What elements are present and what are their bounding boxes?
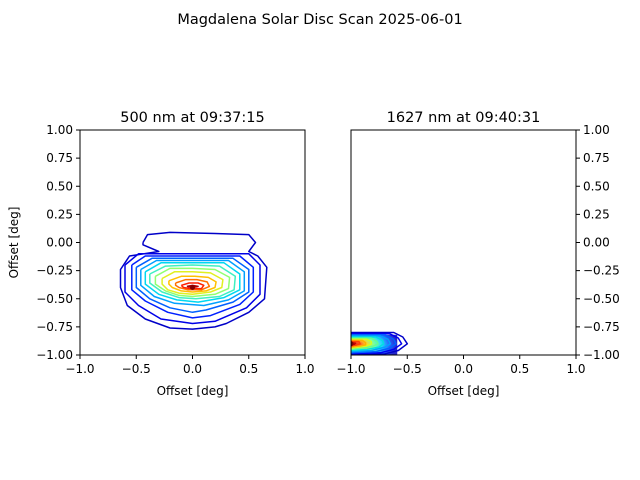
y-tick-label: −1.00: [36, 348, 73, 362]
y-axis-label: Offset [deg]: [7, 207, 21, 279]
contour-line-level-4: [135, 257, 250, 314]
y-tick-label: 0.75: [583, 151, 610, 165]
y-tick-label: 1.00: [583, 123, 610, 137]
contour-line-level-4: [351, 335, 392, 353]
peak-marker: [351, 341, 354, 347]
contour-line-level-9: [161, 271, 224, 296]
x-tick-label: 1.0: [566, 362, 585, 376]
x-tick-label: 0.0: [454, 362, 473, 376]
panel-500nm: −1.0 −0.5 0.0 0.5 1.0 −1.00 −0.75 −0.50 −0.25 0.0…: [7, 110, 315, 398]
contour-line-level-1: [351, 331, 409, 355]
y-tick-label: 0.00: [583, 236, 610, 250]
x-tick-label: −0.5: [393, 362, 422, 376]
contour-line-level-7: [149, 264, 237, 300]
y-tick-label: 1.00: [46, 123, 73, 137]
y-tick-label: 0.25: [583, 207, 610, 221]
y-tick-label: 0.00: [46, 236, 73, 250]
contour-line-level-3: [131, 255, 255, 319]
plot-area: [119, 231, 268, 330]
panel-title: 500 nm at 09:37:15: [120, 110, 265, 126]
y-tick-label: 0.50: [583, 179, 610, 193]
x-tick-label: 0.5: [239, 362, 258, 376]
x-axis-label: Offset [deg]: [157, 384, 229, 398]
contour-line-level-8: [154, 267, 231, 298]
contour-line-level-8: [351, 339, 367, 348]
y-tick-label: 0.25: [46, 207, 73, 221]
x-tick-label: 0.0: [183, 362, 202, 376]
plot-frame: [79, 129, 306, 356]
y-tick-label: −0.75: [583, 320, 620, 334]
contour-line-level-2: [351, 332, 403, 355]
y-tick-label: 0.50: [46, 179, 73, 193]
contour-line-level-6: [144, 262, 241, 303]
y-tick-label: −0.50: [36, 292, 73, 306]
x-tick-label: −1.0: [336, 362, 365, 376]
plot-frame: [350, 129, 577, 356]
contour-line-level-10: [168, 275, 217, 293]
x-tick-label: −1.0: [65, 362, 94, 376]
panel-title: 1627 nm at 09:40:31: [387, 110, 541, 126]
contour-line-level-5: [140, 259, 246, 307]
contour-line-level-3: [351, 334, 397, 354]
plot-area: [351, 331, 409, 355]
y-tick-label: −0.25: [36, 264, 73, 278]
peak-marker: [190, 285, 195, 290]
contour-line-level-11: [174, 278, 211, 291]
contour-line-level-1: [119, 231, 268, 330]
contour-line-level-2: [124, 253, 261, 325]
y-tick-label: 0.75: [46, 151, 73, 165]
x-tick-label: 1.0: [295, 362, 314, 376]
contour-line-level-12: [180, 282, 205, 290]
panel-1627nm: −1.0 −0.5 0.0 0.5 1.0−1.00 −0.75 −0.50 −0.25 0.0…: [336, 110, 619, 398]
y-tick-label: −0.75: [36, 320, 73, 334]
contour-line-level-9: [351, 340, 361, 347]
contour-line-level-5: [351, 336, 385, 352]
x-tick-label: 0.5: [510, 362, 529, 376]
contour-line-level-7: [351, 338, 373, 350]
figure-title: Magdalena Solar Disc Scan 2025-06-01: [177, 12, 462, 28]
x-axis-label: Offset [deg]: [428, 384, 500, 398]
y-tick-label: −0.50: [583, 292, 620, 306]
x-tick-label: −0.5: [122, 362, 151, 376]
y-tick-label: −1.00: [583, 348, 620, 362]
y-tick-label: −0.25: [583, 264, 620, 278]
contour-line-level-6: [351, 337, 379, 351]
